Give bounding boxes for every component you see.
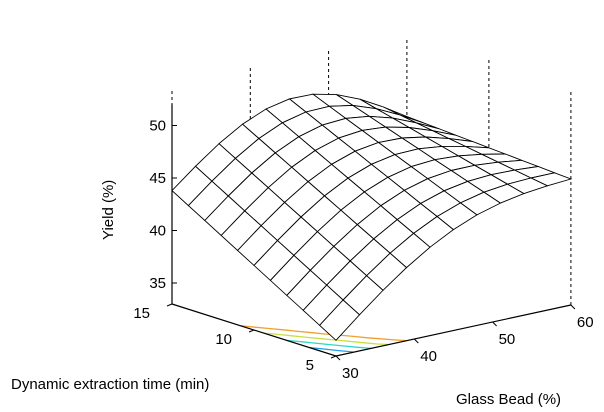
y-tick-mark-1 xyxy=(248,329,255,333)
y-tick-mark-0 xyxy=(330,355,337,359)
x-axis-title: Glass Bead (%) xyxy=(456,391,561,408)
z-tick-label-2: 45 xyxy=(149,170,166,187)
surface-layer xyxy=(171,93,573,341)
z-tick-label-1: 40 xyxy=(149,223,166,240)
x-tick-mark-0 xyxy=(335,355,341,361)
z-tick-label-0: 35 xyxy=(149,275,166,292)
x-axis-line xyxy=(335,304,572,357)
z-tick-label-3: 50 xyxy=(149,118,166,135)
y-tick-label-1: 10 xyxy=(215,331,232,348)
x-tick-label-3: 60 xyxy=(577,314,594,331)
y-tick-label-0: 5 xyxy=(306,357,314,374)
contour-layer xyxy=(240,325,407,353)
z-axis-title: Yield (%) xyxy=(100,180,117,240)
tick-label-layer: 30 40 50 60 5 10 15 35 40 45 50 xyxy=(133,118,593,383)
x-tick-label-2: 50 xyxy=(499,331,516,348)
contour-line-3 xyxy=(263,332,389,346)
surface-cell-0-0 xyxy=(318,299,361,341)
contour-line-4 xyxy=(240,325,407,342)
x-tick-label-0: 30 xyxy=(342,365,359,382)
x-tick-mark-3 xyxy=(570,304,576,310)
y-tick-label-2: 15 xyxy=(133,305,150,322)
contour-line-2 xyxy=(286,339,372,350)
x-tick-label-1: 40 xyxy=(420,348,437,365)
y-axis-title: Dynamic extraction time (min) xyxy=(11,376,209,393)
axes-layer xyxy=(166,104,576,361)
axes-box-layer xyxy=(171,37,572,305)
y-tick-mark-2 xyxy=(166,303,173,307)
x-tick-mark-2 xyxy=(492,321,497,327)
x-tick-mark-1 xyxy=(413,338,419,344)
contour-line-1 xyxy=(309,347,353,353)
